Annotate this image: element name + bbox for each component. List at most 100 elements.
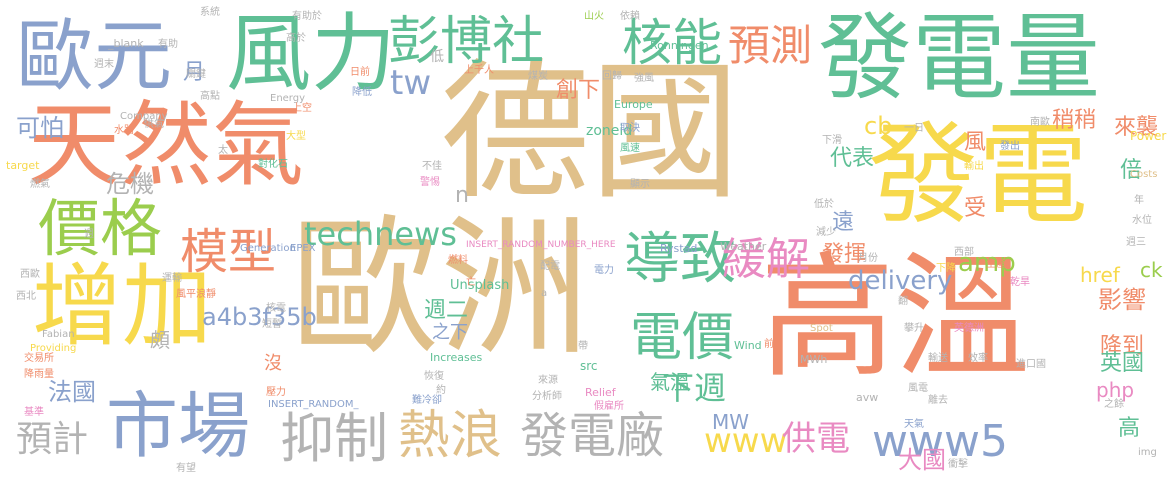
cloud-word: Weather — [720, 240, 767, 253]
cloud-word: Company — [120, 111, 168, 122]
cloud-word: 燃料 — [448, 255, 468, 266]
cloud-word: cb — [864, 112, 893, 140]
cloud-word: 歐元 — [16, 12, 173, 102]
cloud-word: 緩解 — [722, 234, 810, 285]
cloud-word: 輸出 — [964, 161, 984, 172]
cloud-word: src — [580, 359, 598, 373]
cloud-word: MW — [712, 410, 750, 434]
cloud-word: Spot — [810, 323, 833, 334]
cloud-word: 風速 — [620, 143, 640, 154]
cloud-word: 來源 — [538, 375, 558, 386]
cloud-word: 交易所 — [24, 353, 54, 364]
cloud-word: 倍 — [1120, 158, 1143, 183]
cloud-word: 高 — [1118, 416, 1141, 441]
cloud-word: img — [1138, 447, 1157, 458]
cloud-word: 影響 — [1098, 286, 1146, 314]
cloud-word: 供氣 — [144, 119, 164, 130]
cloud-word: 市場 — [106, 384, 251, 468]
cloud-word: 日前 — [350, 67, 370, 78]
cloud-word: Costs — [1130, 169, 1158, 180]
cloud-word: 發電 — [868, 111, 1088, 239]
cloud-word: 煤炭 — [528, 71, 548, 82]
cloud-word: 衝擊 — [948, 459, 968, 470]
cloud-word: 亡 — [466, 277, 476, 288]
cloud-word: 氣溫 — [650, 370, 690, 394]
cloud-word: 前 — [764, 339, 774, 350]
cloud-word: www5 — [872, 416, 1008, 467]
cloud-word: INSERT_RANDOM_NUMBER_HERE — [466, 240, 616, 250]
cloud-word: 受 — [964, 196, 987, 221]
cloud-word: 高於 — [286, 33, 306, 44]
cloud-word: 模型 — [180, 224, 277, 280]
cloud-word: zoneid — [586, 123, 633, 139]
cloud-word: 南歐 — [1030, 117, 1050, 128]
cloud-word: href — [1080, 263, 1120, 287]
cloud-word: Energy — [270, 93, 306, 104]
cloud-word: 高點 — [200, 91, 220, 102]
cloud-word: 山火 — [584, 11, 604, 22]
cloud-word: 進口國 — [1016, 359, 1046, 370]
cloud-word: Rystad — [660, 242, 698, 255]
cloud-word: 風 — [964, 130, 987, 155]
cloud-word: 降雨量 — [24, 369, 54, 380]
cloud-word: 上千人 — [464, 65, 494, 76]
cloud-word: 月 — [183, 60, 206, 85]
cloud-word: 風平浪靜 — [176, 289, 216, 300]
cloud-word: 有助於 — [292, 11, 322, 22]
cloud-word: 運輸 — [162, 273, 182, 284]
cloud-word: 下滑 — [822, 135, 842, 146]
cloud-word: 水路 — [114, 125, 134, 136]
cloud-word: 西歐 — [20, 269, 40, 280]
cloud-word: 燃氣 — [30, 179, 50, 190]
cloud-word: 降到 — [1100, 334, 1145, 359]
cloud-word: 週末 — [94, 59, 114, 70]
cloud-word: 月份 — [858, 253, 878, 264]
cloud-word: 回歸 — [602, 71, 622, 82]
cloud-word: tw — [390, 63, 432, 103]
cloud-word: 恢復 — [424, 371, 444, 382]
cloud-word: 一日 — [904, 123, 924, 134]
cloud-word: 帶 — [578, 341, 588, 352]
cloud-word: 頗 — [150, 328, 170, 352]
cloud-word: 來襲 — [1114, 115, 1159, 140]
cloud-word: Generation — [240, 243, 296, 254]
cloud-word: 降低 — [352, 87, 372, 98]
cloud-word: 歐洲 — [290, 202, 591, 376]
cloud-word: 分析師 — [532, 391, 562, 402]
cloud-word: Increases — [430, 351, 483, 364]
cloud-word: 英德洲 — [954, 323, 984, 334]
cloud-word: 代表 — [830, 146, 875, 171]
cloud-word: n — [455, 183, 469, 208]
cloud-word: 離去 — [928, 395, 948, 406]
cloud-word: _blank — [108, 37, 144, 50]
cloud-word: php — [1096, 378, 1135, 402]
cloud-word: 發出 — [1000, 141, 1020, 152]
cloud-word: 輸送 — [928, 353, 948, 364]
cloud-word: 短暫 — [262, 319, 282, 330]
cloud-word: 警惕 — [420, 177, 440, 188]
cloud-word: 水位 — [1132, 215, 1152, 226]
cloud-word: 核能 — [622, 14, 722, 72]
cloud-word: 有望 — [176, 463, 196, 474]
cloud-word: 預計 — [16, 419, 89, 460]
cloud-word: 有助 — [158, 39, 178, 50]
cloud-word: 配電 — [540, 261, 560, 272]
cloud-word: Ronningen — [650, 39, 709, 52]
cloud-word: 週二 — [424, 298, 469, 323]
cloud-word: Relief — [585, 386, 616, 399]
cloud-word: 抑制 — [280, 407, 388, 470]
cloud-word: 大型 — [286, 131, 306, 142]
cloud-word: 西北 — [16, 291, 36, 302]
cloud-word: delivery — [848, 266, 953, 296]
cloud-word: 遠 — [832, 210, 855, 235]
cloud-word: 發電量 — [818, 4, 1101, 113]
cloud-word: 發揮 — [822, 242, 867, 267]
cloud-word: 年 — [1134, 195, 1144, 206]
cloud-word: 壓力 — [266, 387, 286, 398]
cloud-word: 增加 — [32, 254, 212, 359]
cloud-word: 核電 — [266, 303, 286, 314]
cloud-word: 英國 — [1100, 351, 1145, 376]
cloud-word: amp — [958, 248, 1016, 278]
cloud-word: Europe — [614, 98, 653, 111]
